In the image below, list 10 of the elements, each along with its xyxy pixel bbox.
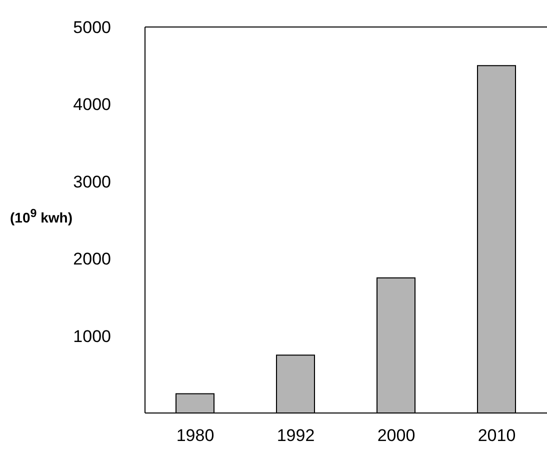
- y-tick-label: 3000: [73, 172, 111, 192]
- y-axis-title: (10$^{9}$ kwh): [10, 207, 72, 226]
- y-tick-label: 5000: [73, 18, 111, 38]
- x-tick-label: 2010: [478, 426, 516, 446]
- y-tick-label: 1000: [73, 326, 111, 346]
- x-tick-label: 1992: [276, 426, 315, 446]
- x-tick-label: 1980: [176, 426, 214, 446]
- x-tick-label: 2000: [377, 426, 416, 446]
- y-tick-label: 2000: [73, 250, 111, 269]
- y-tick-label: 4000: [73, 95, 111, 114]
